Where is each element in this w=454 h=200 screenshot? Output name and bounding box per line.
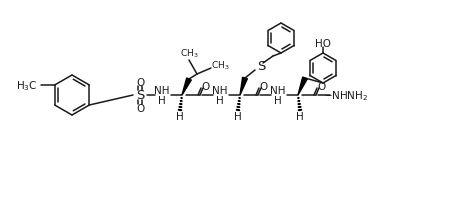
Text: NH: NH: [154, 86, 170, 96]
Text: S: S: [257, 59, 265, 72]
Text: H: H: [158, 96, 166, 105]
Text: H: H: [274, 96, 282, 105]
Text: O: O: [317, 82, 325, 92]
Polygon shape: [240, 78, 247, 96]
Text: $\mathsf{CH_3}$: $\mathsf{CH_3}$: [211, 59, 229, 72]
Text: $\mathsf{H_3C}$: $\mathsf{H_3C}$: [16, 79, 38, 92]
Text: H: H: [176, 111, 184, 121]
Text: NH: NH: [212, 86, 228, 96]
Text: $\mathsf{CH_3}$: $\mathsf{CH_3}$: [180, 48, 198, 60]
Polygon shape: [182, 79, 191, 96]
Text: O: O: [136, 78, 144, 88]
Text: O: O: [136, 103, 144, 113]
Text: $\mathsf{-NHNH_2}$: $\mathsf{-NHNH_2}$: [323, 89, 369, 102]
Text: H: H: [216, 96, 224, 105]
Text: O: O: [201, 82, 209, 92]
Polygon shape: [298, 78, 307, 96]
Text: O: O: [259, 82, 267, 92]
Text: S: S: [136, 89, 144, 102]
Text: NH: NH: [270, 86, 286, 96]
Text: H: H: [296, 111, 304, 121]
Text: H: H: [234, 111, 242, 121]
Text: HO: HO: [315, 39, 331, 49]
